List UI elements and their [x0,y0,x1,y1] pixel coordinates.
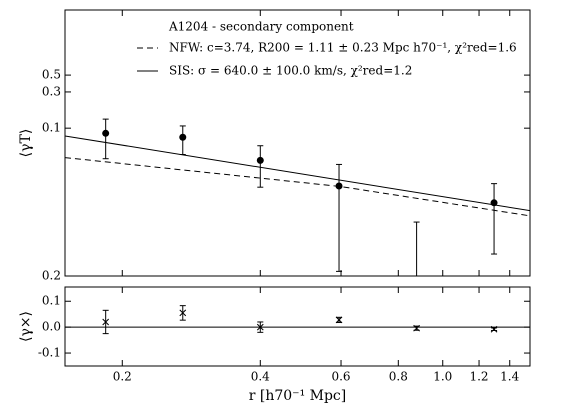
x-tick-label: 0.2 [113,370,132,384]
legend-title: A1204 - secondary component [168,20,354,34]
data-point [102,129,110,137]
data-point [256,323,264,331]
legend-label: NFW: c=3.74, R200 = 1.11 ± 0.23 Mpc h70⁻… [169,41,517,55]
model-line [65,135,530,212]
data-point [335,182,343,190]
x-tick-label: 1.2 [469,370,488,384]
data-point [335,316,343,324]
y-axis-label: ⟨γT⟩ [18,129,34,158]
x-tick-label: 1.4 [500,370,519,384]
x-tick-label: 0.6 [331,370,350,384]
plot-area [65,118,530,276]
data-point [102,318,110,326]
data-point [490,199,498,207]
data-point [256,156,264,164]
legend-label: SIS: σ = 640.0 ± 100.0 km/s, χ²red=1.2 [169,64,412,78]
y-tick-label: 0.0 [42,320,61,334]
model-line [65,157,530,217]
data-point [413,324,420,332]
axes-frame [64,9,531,277]
y-tick-label: 0.1 [42,294,61,308]
axes-frame [64,286,531,367]
y-axis-label: ⟨γ×⟩ [18,311,34,342]
data-point [179,133,187,141]
x-tick-label: 0.4 [251,370,270,384]
y-tick-label: 0.3 [42,84,61,98]
x-tick-label: 1.0 [433,370,452,384]
y-tick-label: 0.1 [42,121,61,135]
y-tick-label: -0.1 [38,346,61,360]
annotation: 0.2 [42,269,61,283]
x-axis-label: r [h70⁻¹ Mpc] [249,388,347,404]
data-point [179,309,187,317]
plot-area [65,305,530,335]
x-tick-label: 0.8 [389,370,408,384]
data-point [490,325,498,333]
y-tick-label: 0.5 [42,68,61,82]
